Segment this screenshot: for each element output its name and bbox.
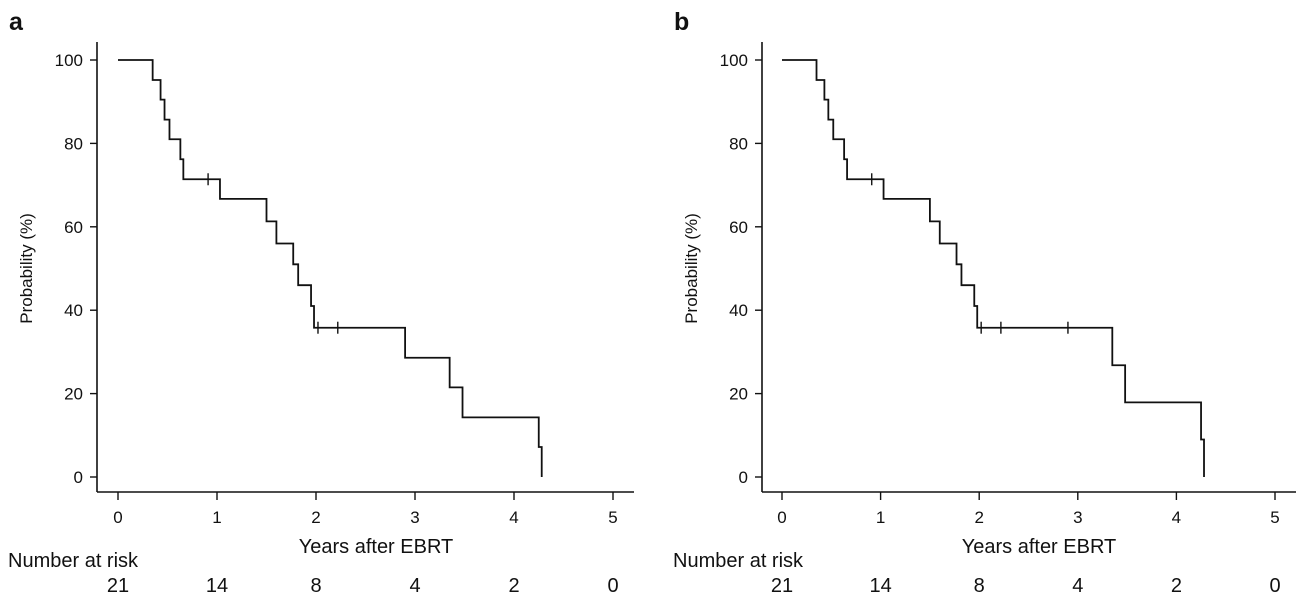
y-tick-label: 80 (729, 134, 748, 153)
risk-table-value: 14 (869, 575, 891, 597)
x-tick-label: 1 (876, 508, 885, 527)
risk-table-value: 2 (508, 575, 519, 597)
y-axis-label: Probability (%) (17, 213, 36, 324)
risk-table-value: 14 (206, 575, 228, 597)
y-tick-label: 100 (55, 51, 83, 70)
y-tick-label: 20 (729, 385, 748, 404)
risk-table-label: Number at risk (673, 550, 804, 572)
x-tick-label: 5 (608, 508, 617, 527)
x-tick-label: 0 (113, 508, 122, 527)
y-axis-label: Probability (%) (682, 213, 701, 324)
risk-table-value: 0 (607, 575, 618, 597)
y-tick-label: 80 (64, 134, 83, 153)
km-survival-curve (118, 59, 543, 477)
risk-table-value: 2 (1171, 575, 1182, 597)
x-tick-label: 3 (410, 508, 419, 527)
x-tick-label: 3 (1073, 508, 1082, 527)
x-axis-label: Years after EBRT (962, 536, 1117, 558)
x-axis-label: Years after EBRT (299, 536, 454, 558)
y-tick-label: 40 (64, 301, 83, 320)
risk-table-value: 4 (1072, 575, 1083, 597)
x-tick-label: 1 (212, 508, 221, 527)
risk-table-value: 4 (409, 575, 420, 597)
x-tick-label: 2 (311, 508, 320, 527)
y-tick-label: 60 (64, 218, 83, 237)
y-tick-label: 60 (729, 218, 748, 237)
y-tick-label: 40 (729, 301, 748, 320)
panel-label: b (674, 8, 689, 36)
y-tick-label: 20 (64, 385, 83, 404)
x-tick-label: 0 (777, 508, 786, 527)
risk-table-value: 21 (107, 575, 129, 597)
y-tick-label: 0 (739, 468, 748, 487)
risk-table-value: 21 (771, 575, 793, 597)
x-tick-label: 4 (509, 508, 518, 527)
x-tick-label: 5 (1270, 508, 1279, 527)
panel-label: a (9, 8, 24, 36)
risk-table-label: Number at risk (8, 550, 139, 572)
y-tick-label: 100 (720, 51, 748, 70)
x-tick-label: 4 (1172, 508, 1181, 527)
risk-table-value: 8 (310, 575, 321, 597)
km-survival-curve (782, 59, 1205, 477)
y-tick-label: 0 (74, 468, 83, 487)
risk-table-value: 0 (1269, 575, 1280, 597)
x-tick-label: 2 (974, 508, 983, 527)
risk-table-value: 8 (974, 575, 985, 597)
